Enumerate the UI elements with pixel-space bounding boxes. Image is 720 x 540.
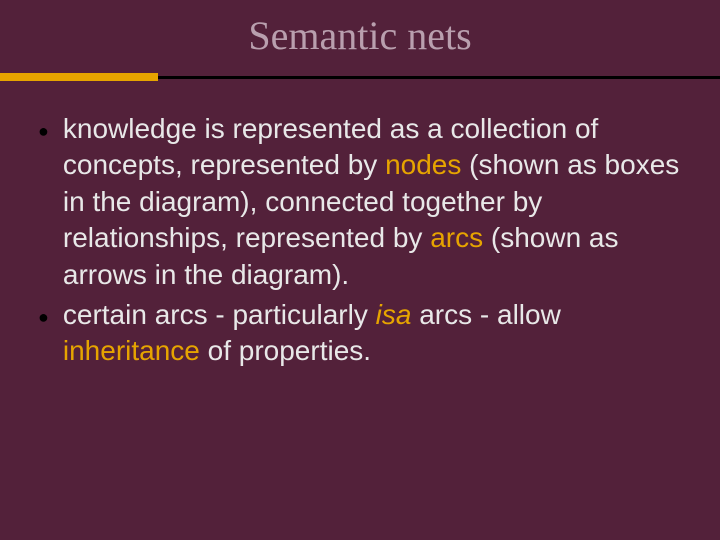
bullet-text: knowledge is represented as a collection…: [63, 111, 690, 293]
text-segment: arcs: [430, 222, 483, 253]
text-segment: isa: [376, 299, 412, 330]
slide-title: Semantic nets: [0, 0, 720, 73]
bullet-item: ● knowledge is represented as a collectio…: [38, 111, 690, 293]
text-segment: of properties.: [200, 335, 371, 366]
divider: [0, 73, 720, 83]
divider-accent: [0, 73, 158, 81]
text-segment: nodes: [385, 149, 461, 180]
bullet-text: certain arcs - particularly isa arcs - a…: [63, 297, 690, 370]
text-segment: certain arcs - particularly: [63, 299, 376, 330]
bullet-marker-icon: ●: [38, 299, 49, 335]
bullet-item: ● certain arcs - particularly isa arcs - …: [38, 297, 690, 370]
bullet-marker-icon: ●: [38, 113, 49, 149]
bullet-list: ● knowledge is represented as a collectio…: [0, 111, 720, 370]
text-segment: inheritance: [63, 335, 200, 366]
text-segment: arcs - allow: [411, 299, 560, 330]
slide: Semantic nets ● knowledge is represented …: [0, 0, 720, 540]
